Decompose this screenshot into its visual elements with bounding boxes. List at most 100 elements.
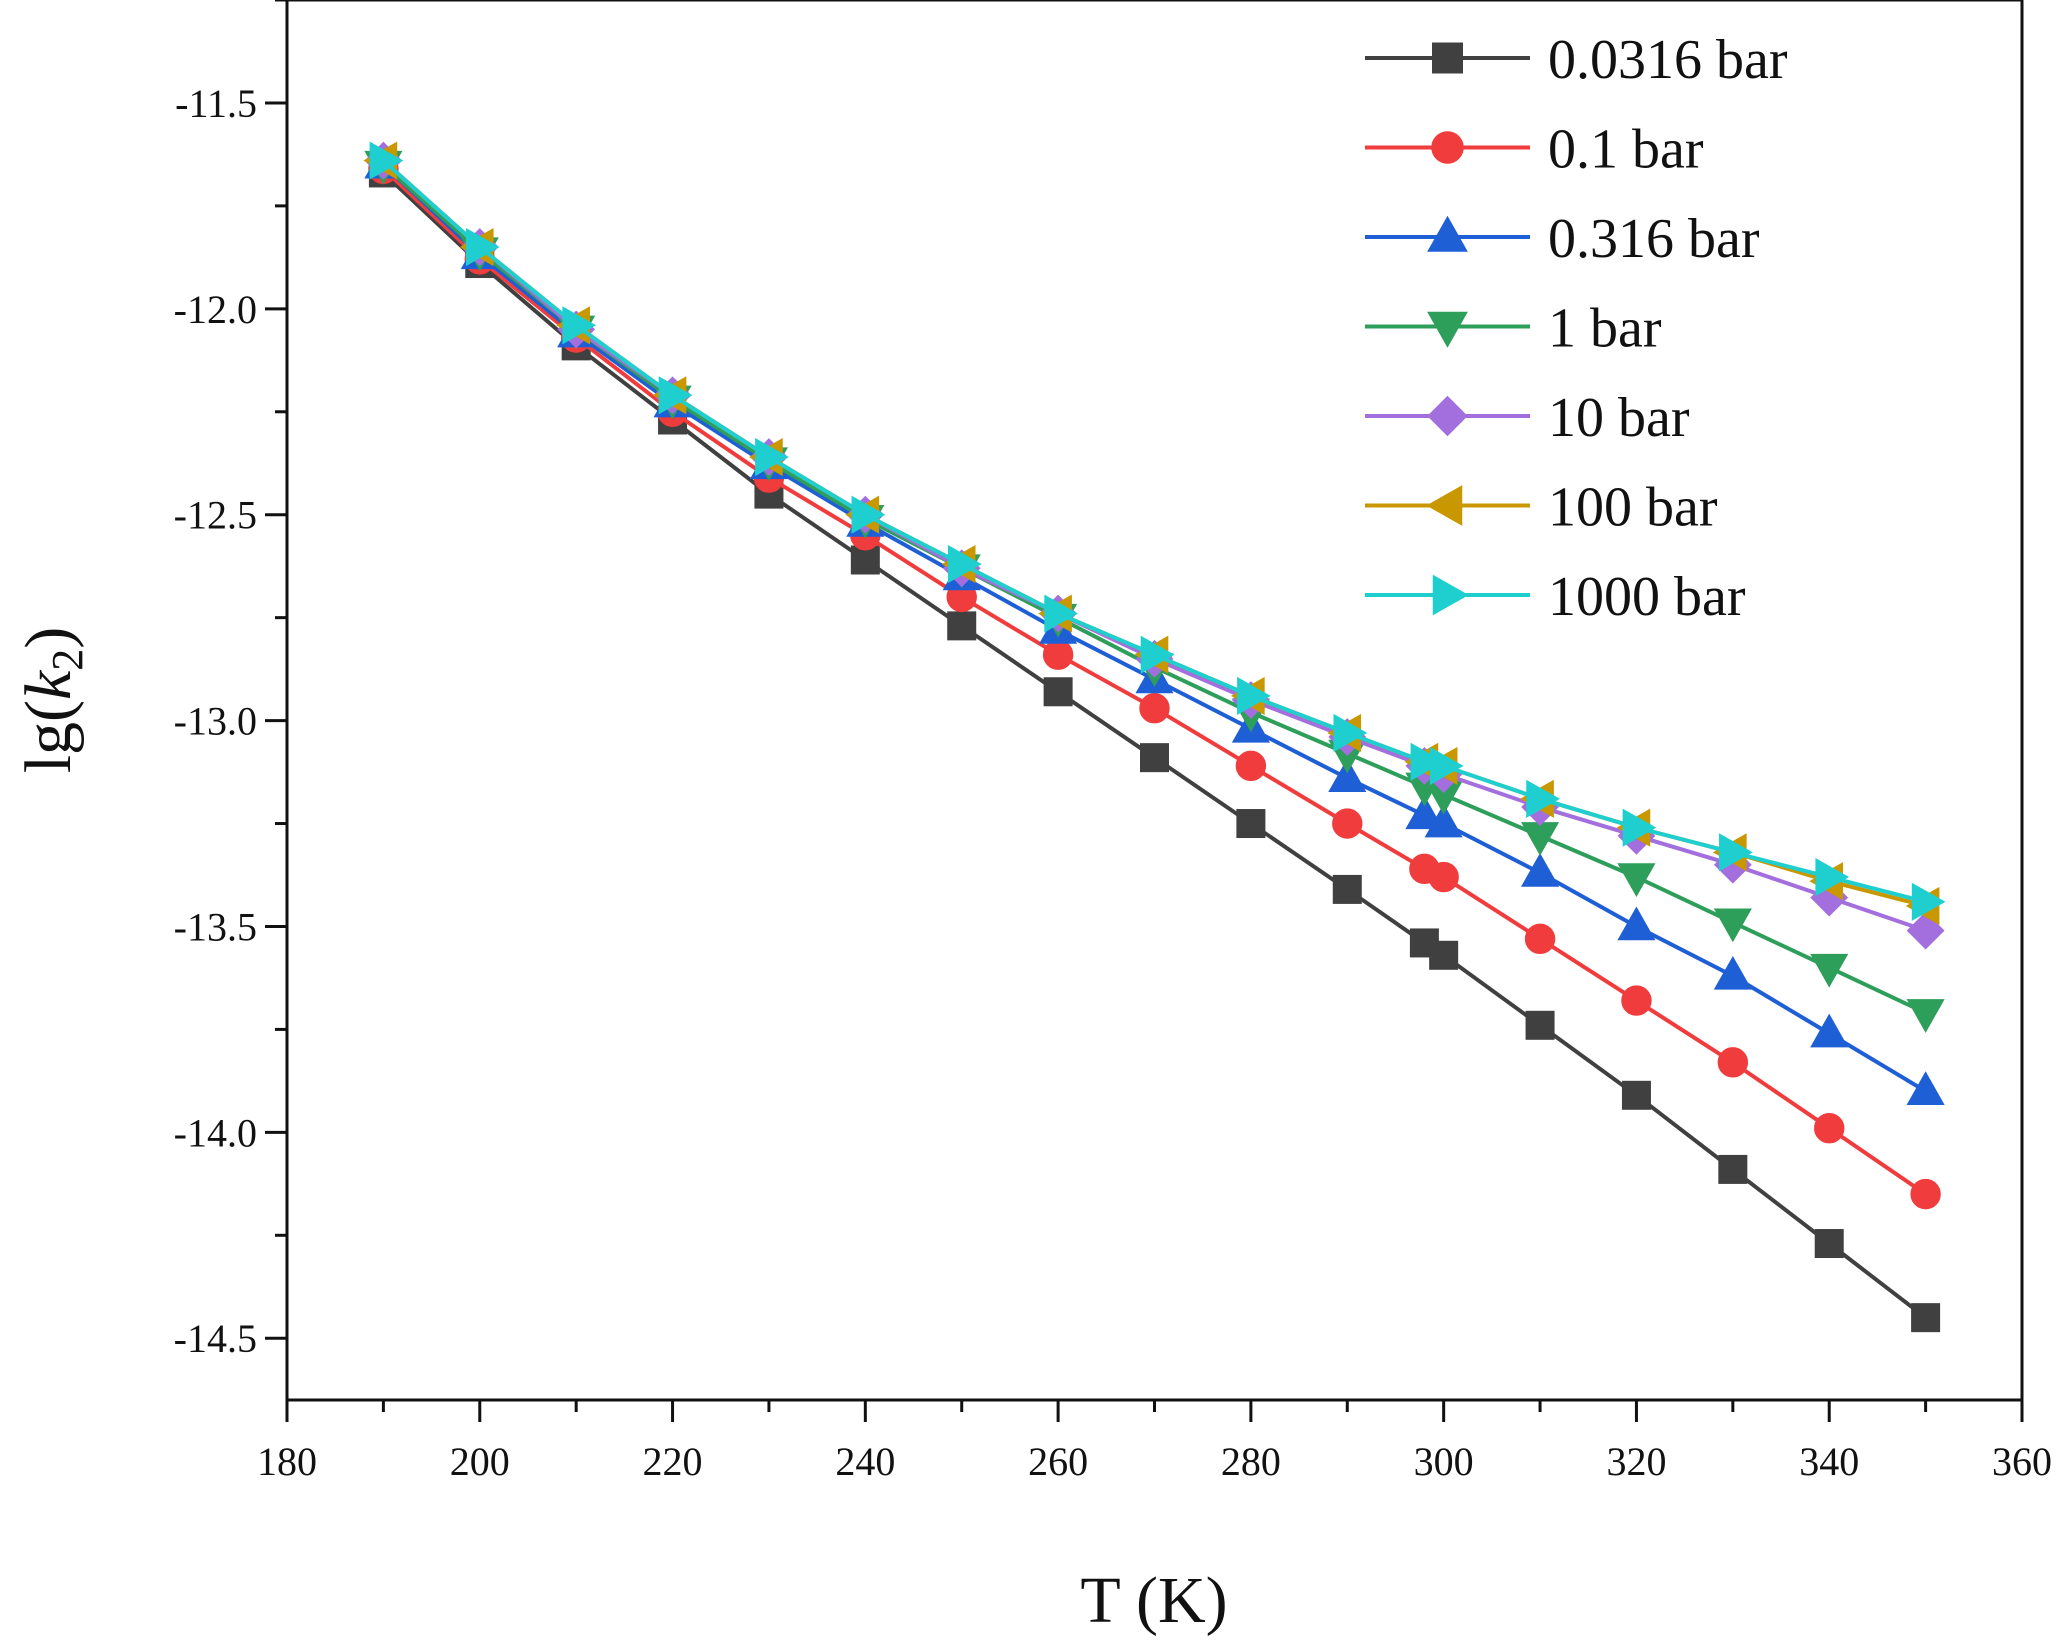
series-layer xyxy=(363,141,1946,1333)
legend-label: 10 bar xyxy=(1548,387,1690,449)
data-point xyxy=(1621,985,1652,1016)
x-tick-label: 200 xyxy=(450,1439,510,1484)
data-point xyxy=(1910,1178,1941,1210)
x-tick-label: 280 xyxy=(1221,1439,1281,1484)
y-tick-label: -13.0 xyxy=(174,699,257,744)
data-point xyxy=(1525,1010,1555,1040)
x-tick-label: 360 xyxy=(1992,1439,2052,1484)
y-tick-label: -14.0 xyxy=(174,1110,257,1155)
y-axis-title-close: ) xyxy=(12,627,85,649)
data-point xyxy=(1429,746,1464,785)
data-point xyxy=(1428,861,1459,893)
x-axis-title: T (K) xyxy=(1080,1564,1227,1637)
series-line xyxy=(382,159,1927,904)
data-point xyxy=(1043,677,1073,707)
legend-item: 0.316 bar xyxy=(1365,208,1760,270)
y-tick-label: -12.0 xyxy=(174,287,257,332)
data-point xyxy=(1044,594,1079,633)
legend-marker xyxy=(1427,311,1468,348)
data-point xyxy=(1622,808,1657,847)
legend-label: 0.316 bar xyxy=(1548,208,1760,270)
data-point xyxy=(1718,1154,1748,1184)
data-point xyxy=(369,141,404,180)
data-point xyxy=(1139,693,1170,724)
data-point xyxy=(1617,906,1656,941)
axis-ticks xyxy=(265,0,2024,1422)
y-axis-title-var: k xyxy=(12,669,85,700)
data-point xyxy=(1332,808,1363,839)
legend-item: 0.0316 bar xyxy=(1365,29,1788,91)
y-tick-label: -11.5 xyxy=(175,81,257,126)
series-0.0316-bar xyxy=(368,158,1941,1333)
data-point xyxy=(1621,1080,1651,1110)
data-point xyxy=(1333,713,1368,752)
data-point xyxy=(851,495,886,534)
data-point xyxy=(1410,742,1445,781)
data-point xyxy=(1717,1047,1749,1078)
series-line xyxy=(382,167,1927,1196)
data-point xyxy=(947,545,982,584)
data-point xyxy=(1405,795,1444,830)
legend-item: 1 bar xyxy=(1365,298,1662,360)
x-tick-label: 320 xyxy=(1606,1439,1666,1484)
data-point xyxy=(1617,863,1656,897)
legend-label: 1 bar xyxy=(1548,298,1662,360)
legend-marker xyxy=(1432,42,1463,74)
y-tick-label: -13.5 xyxy=(174,904,257,949)
series-line xyxy=(382,171,1927,1320)
legend-item: 10 bar xyxy=(1365,387,1690,449)
legend-item: 0.1 bar xyxy=(1365,119,1704,181)
legend-marker xyxy=(1427,395,1468,437)
legend-label: 0.1 bar xyxy=(1548,119,1704,181)
legend-item: 100 bar xyxy=(1365,477,1718,539)
data-point xyxy=(1719,833,1753,872)
data-point xyxy=(1235,750,1267,782)
data-point xyxy=(1140,743,1169,773)
series-1000-bar xyxy=(369,141,1946,921)
data-point xyxy=(1526,779,1560,818)
plot-frame xyxy=(285,0,2024,1402)
data-point xyxy=(658,376,693,415)
data-point xyxy=(1810,953,1849,988)
legend: 0.0316 bar 0.1 bar 0.316 bar 1 bar 10 bar 100… xyxy=(1365,29,1788,628)
series-line xyxy=(382,163,1927,1093)
data-point xyxy=(1332,874,1362,904)
y-axis-title-main: lg( xyxy=(12,700,85,773)
legend-item: 1000 bar xyxy=(1365,566,1746,628)
legend-marker xyxy=(1426,485,1463,526)
data-point xyxy=(1810,1013,1849,1048)
x-tick-label: 260 xyxy=(1028,1439,1088,1484)
legend-marker xyxy=(1427,215,1468,252)
data-point xyxy=(1906,1071,1945,1105)
data-point xyxy=(1911,1303,1941,1333)
data-point xyxy=(1911,882,1946,921)
data-point xyxy=(1237,676,1271,715)
data-point xyxy=(1713,955,1752,990)
legend-marker xyxy=(1432,574,1469,616)
series-line xyxy=(382,159,1927,933)
x-tick-label: 340 xyxy=(1799,1439,1859,1484)
data-point xyxy=(850,545,880,575)
x-tick-label: 300 xyxy=(1414,1439,1474,1484)
data-point xyxy=(947,611,977,641)
data-point xyxy=(562,306,597,345)
data-point xyxy=(1815,858,1850,897)
y-tick-label: -14.5 xyxy=(174,1316,257,1361)
data-point xyxy=(1814,1113,1845,1144)
y-tick-label: -12.5 xyxy=(174,493,257,538)
data-point xyxy=(1140,635,1175,674)
data-point xyxy=(755,438,789,477)
legend-marker xyxy=(1431,131,1464,164)
data-point xyxy=(1520,853,1560,887)
data-point xyxy=(1236,809,1266,839)
data-point xyxy=(1424,803,1463,838)
legend-label: 100 bar xyxy=(1548,477,1718,539)
x-tick-label: 220 xyxy=(643,1439,703,1484)
data-point xyxy=(1429,940,1459,970)
x-tick-label: 240 xyxy=(835,1439,895,1484)
legend-label: 1000 bar xyxy=(1548,566,1746,628)
legend-label: 0.0316 bar xyxy=(1548,29,1788,91)
data-point xyxy=(1328,758,1367,793)
data-point xyxy=(1524,923,1556,955)
